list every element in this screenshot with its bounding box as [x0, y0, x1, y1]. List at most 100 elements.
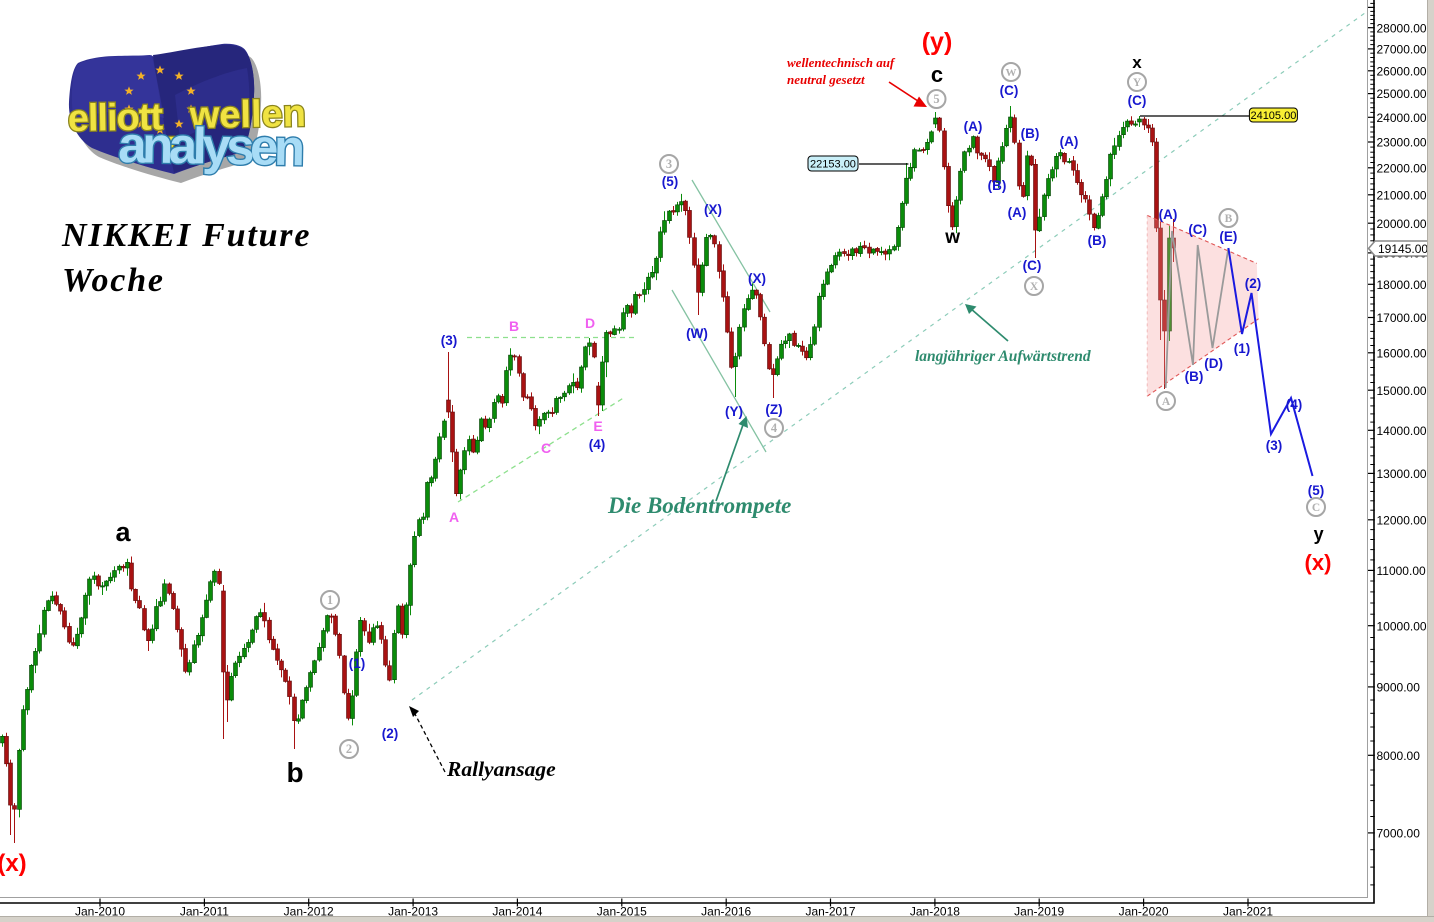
svg-text:15000.00: 15000.00: [1377, 384, 1427, 398]
svg-text:W: W: [1006, 67, 1017, 79]
svg-text:A: A: [449, 509, 459, 525]
svg-text:22000.00: 22000.00: [1377, 161, 1427, 175]
svg-text:Jan-2015: Jan-2015: [597, 905, 647, 919]
svg-text:b: b: [286, 757, 303, 788]
svg-text:(A): (A): [1008, 205, 1027, 220]
svg-text:wellen: wellen: [188, 93, 306, 137]
svg-text:24000.00: 24000.00: [1377, 111, 1427, 125]
svg-text:analysen: analysen: [118, 116, 303, 176]
svg-text:(4): (4): [1286, 397, 1303, 412]
svg-text:13000.00: 13000.00: [1377, 467, 1427, 481]
svg-text:Rallyansage: Rallyansage: [446, 757, 556, 781]
svg-text:(A): (A): [964, 119, 983, 134]
svg-text:Jan-2018: Jan-2018: [910, 905, 960, 919]
svg-text:(x): (x): [0, 850, 27, 877]
svg-text:9000.00: 9000.00: [1377, 681, 1421, 695]
svg-text:(Z): (Z): [765, 402, 782, 417]
svg-text:B: B: [509, 318, 519, 334]
svg-text:3: 3: [666, 157, 672, 171]
svg-text:Jan-2016: Jan-2016: [701, 905, 751, 919]
svg-text:Jan-2020: Jan-2020: [1119, 905, 1169, 919]
svg-text:23000.00: 23000.00: [1377, 136, 1427, 150]
svg-text:26000.00: 26000.00: [1377, 64, 1427, 78]
svg-text:Jan-2019: Jan-2019: [1014, 905, 1064, 919]
svg-text:7000.00: 7000.00: [1377, 827, 1421, 841]
svg-text:Jan-2012: Jan-2012: [284, 905, 334, 919]
svg-text:E: E: [593, 418, 602, 434]
svg-text:(W): (W): [686, 326, 708, 341]
svg-text:14000.00: 14000.00: [1377, 424, 1427, 438]
svg-text:12000.00: 12000.00: [1377, 513, 1427, 527]
svg-text:(3): (3): [441, 333, 458, 348]
svg-text:Jan-2010: Jan-2010: [75, 905, 125, 919]
svg-text:27000.00: 27000.00: [1377, 43, 1427, 57]
svg-text:11000.00: 11000.00: [1377, 564, 1426, 578]
svg-text:w: w: [944, 227, 960, 248]
svg-text:(C): (C): [1188, 222, 1207, 237]
svg-text:Jan-2021: Jan-2021: [1223, 905, 1273, 919]
svg-text:16000.00: 16000.00: [1377, 346, 1427, 360]
svg-text:(B): (B): [988, 178, 1007, 193]
svg-text:Jan-2017: Jan-2017: [805, 905, 855, 919]
svg-text:Jan-2011: Jan-2011: [180, 905, 229, 919]
svg-text:wellentechnisch auf: wellentechnisch auf: [787, 55, 896, 70]
svg-text:5: 5: [933, 92, 939, 106]
svg-text:2: 2: [346, 742, 352, 756]
svg-text:y: y: [1314, 524, 1324, 544]
svg-text:(4): (4): [589, 437, 606, 452]
svg-text:(y): (y): [922, 28, 953, 56]
svg-text:,: ,: [167, 112, 176, 150]
svg-text:21000.00: 21000.00: [1377, 188, 1427, 202]
svg-text:(2): (2): [382, 726, 399, 741]
svg-text:4: 4: [771, 421, 778, 435]
svg-text:(A): (A): [1159, 207, 1178, 222]
svg-text:1: 1: [327, 593, 333, 607]
svg-text:neutral gesetzt: neutral gesetzt: [787, 72, 865, 87]
svg-text:(1): (1): [349, 656, 366, 671]
svg-text:(C): (C): [1000, 83, 1019, 98]
svg-text:22153.00: 22153.00: [810, 159, 856, 171]
svg-text:(D): (D): [1204, 356, 1223, 371]
svg-text:B: B: [1225, 213, 1233, 225]
svg-text:x: x: [1132, 53, 1142, 72]
svg-text:18000.00: 18000.00: [1377, 278, 1427, 292]
svg-text:(1): (1): [1234, 341, 1251, 356]
svg-text:a: a: [115, 517, 131, 547]
svg-text:(E): (E): [1219, 229, 1237, 244]
svg-text:10000.00: 10000.00: [1377, 619, 1427, 633]
svg-text:NIKKEI Future: NIKKEI Future: [61, 217, 311, 254]
svg-text:(x): (x): [1305, 550, 1332, 575]
svg-text:langjähriger Aufwärtstrend: langjähriger Aufwärtstrend: [915, 348, 1091, 365]
svg-text:24105.00: 24105.00: [1250, 110, 1296, 122]
svg-text:(3): (3): [1266, 438, 1283, 453]
svg-text:A: A: [1162, 396, 1171, 408]
svg-text:(C): (C): [1023, 258, 1042, 273]
svg-text:X: X: [1030, 281, 1039, 293]
svg-text:Jan-2014: Jan-2014: [492, 905, 542, 919]
svg-text:Woche: Woche: [62, 262, 165, 299]
svg-text:Die Bodentrompete: Die Bodentrompete: [607, 493, 791, 518]
svg-text:(2): (2): [1245, 276, 1262, 291]
svg-text:(X): (X): [748, 271, 766, 286]
svg-text:(X): (X): [704, 202, 722, 217]
svg-text:19145.00: 19145.00: [1378, 242, 1428, 256]
svg-text:Jan-2013: Jan-2013: [388, 905, 438, 919]
svg-text:(5): (5): [662, 174, 679, 189]
svg-text:Y: Y: [1133, 77, 1142, 89]
svg-text:(B): (B): [1088, 233, 1107, 248]
svg-text:C: C: [1312, 502, 1320, 514]
svg-text:(B): (B): [1021, 126, 1040, 141]
svg-text:(B): (B): [1185, 369, 1204, 384]
svg-text:25000.00: 25000.00: [1377, 87, 1427, 101]
svg-text:(A): (A): [1060, 134, 1079, 149]
svg-text:(5): (5): [1308, 483, 1325, 498]
svg-text:C: C: [541, 440, 551, 456]
svg-text:20000.00: 20000.00: [1377, 217, 1427, 231]
svg-text:c: c: [931, 62, 943, 87]
svg-text:17000.00: 17000.00: [1377, 311, 1427, 325]
svg-text:elliott: elliott: [67, 96, 163, 140]
svg-text:8000.00: 8000.00: [1377, 749, 1421, 763]
svg-text:28000.00: 28000.00: [1377, 21, 1427, 35]
svg-text:(C): (C): [1128, 93, 1147, 108]
svg-text:D: D: [585, 315, 595, 331]
